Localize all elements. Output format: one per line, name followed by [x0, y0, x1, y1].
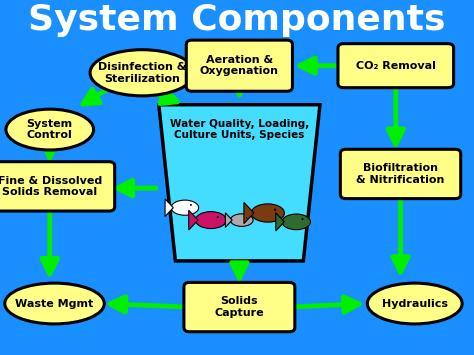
- Ellipse shape: [195, 212, 227, 229]
- Text: Disinfection &
Sterilization: Disinfection & Sterilization: [98, 62, 186, 83]
- Text: Water Quality, Loading,
Culture Units, Species: Water Quality, Loading, Culture Units, S…: [170, 119, 309, 140]
- FancyBboxPatch shape: [184, 283, 295, 332]
- Ellipse shape: [5, 283, 104, 324]
- Polygon shape: [244, 202, 254, 224]
- Text: Aeration &
Oxygenation: Aeration & Oxygenation: [200, 55, 279, 76]
- Ellipse shape: [367, 283, 462, 324]
- Text: Solids
Capture: Solids Capture: [215, 296, 264, 318]
- Ellipse shape: [217, 216, 219, 218]
- Ellipse shape: [171, 200, 199, 215]
- Ellipse shape: [6, 109, 93, 150]
- Text: Biofiltration
& Nitrification: Biofiltration & Nitrification: [356, 163, 445, 185]
- FancyBboxPatch shape: [338, 44, 454, 88]
- Text: Hydraulics: Hydraulics: [382, 299, 448, 308]
- Text: Waste Mgmt: Waste Mgmt: [15, 299, 94, 308]
- Ellipse shape: [90, 50, 194, 96]
- Polygon shape: [165, 199, 173, 217]
- Ellipse shape: [190, 204, 192, 206]
- Ellipse shape: [274, 208, 276, 211]
- Polygon shape: [225, 213, 232, 228]
- Text: System Components: System Components: [28, 2, 446, 37]
- Ellipse shape: [282, 214, 310, 230]
- Polygon shape: [189, 210, 198, 230]
- Ellipse shape: [301, 218, 303, 220]
- Ellipse shape: [230, 214, 253, 226]
- FancyBboxPatch shape: [186, 40, 292, 91]
- Text: Fine & Dissolved
Solids Removal: Fine & Dissolved Solids Removal: [0, 176, 102, 197]
- Ellipse shape: [251, 204, 284, 222]
- Text: System
Control: System Control: [27, 119, 73, 140]
- Text: CO₂ Removal: CO₂ Removal: [356, 61, 436, 71]
- FancyBboxPatch shape: [340, 149, 461, 199]
- Polygon shape: [276, 213, 284, 231]
- FancyBboxPatch shape: [0, 162, 115, 211]
- Polygon shape: [159, 105, 320, 261]
- Ellipse shape: [246, 217, 247, 219]
